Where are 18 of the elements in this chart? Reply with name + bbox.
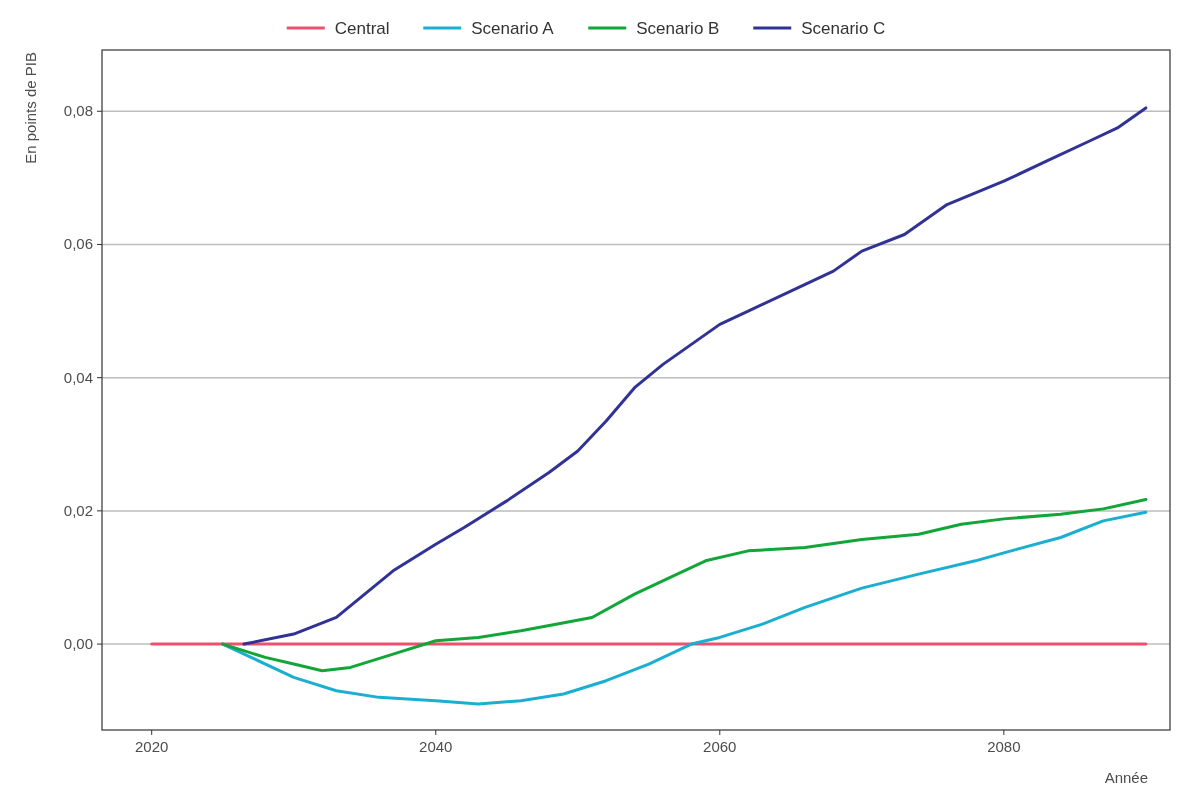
x-tick-label: 2020 (135, 738, 169, 755)
x-axis-title: Année (1104, 769, 1148, 786)
legend-label: Scenario B (636, 19, 720, 38)
y-tick-label: 0,00 (63, 635, 93, 653)
line-series (221, 498, 1148, 673)
legend-label: Central (334, 19, 390, 38)
y-tick-label: 0,04 (63, 368, 93, 386)
y-tick-label: 0,02 (63, 501, 93, 519)
line-series (242, 106, 1148, 646)
legend-label: Scenario C (801, 19, 886, 38)
legend-label: Scenario A (471, 19, 555, 38)
x-tick-label: 2040 (419, 738, 453, 755)
x-tick-label: 2080 (987, 738, 1021, 755)
line-series (221, 510, 1148, 706)
y-tick-label: 0,06 (63, 235, 93, 253)
y-axis-title: En points de PIB (22, 52, 39, 164)
y-tick-label: 0,08 (63, 102, 93, 120)
x-tick-label: 2060 (703, 738, 737, 755)
